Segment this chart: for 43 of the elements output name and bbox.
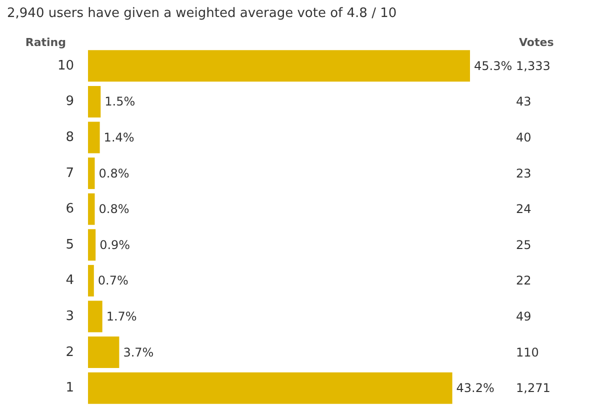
y-tick-label: 9 [66, 94, 74, 110]
bar [88, 158, 95, 190]
bar [88, 300, 102, 332]
data-label: 0.7% [98, 274, 128, 288]
y-tick-label: 2 [66, 344, 74, 360]
data-label: 1.5% [104, 94, 136, 109]
bar [88, 50, 470, 82]
data-label: 0.8% [98, 166, 130, 180]
y-tick-label: 1 [66, 380, 74, 396]
data-label: 0.8% [98, 202, 130, 216]
bar [88, 336, 120, 368]
y-tick-label: 5 [66, 237, 74, 252]
y-tick-label: 10 [57, 58, 74, 74]
text: 43 [516, 94, 532, 109]
text: 110 [516, 345, 539, 360]
y-tick-label: 3 [66, 309, 74, 324]
text: 22 [516, 274, 532, 288]
text: 49 [516, 310, 532, 324]
text: 1,271 [516, 381, 550, 396]
chart-title: 2,940 users have given a weighted average vote of 4.8 / 10 [7, 6, 397, 21]
data-label: 1.7% [106, 310, 137, 324]
bar [88, 264, 94, 296]
y-axis-title: Rating [25, 36, 66, 49]
bar [88, 193, 95, 225]
data-label: 3.7% [123, 345, 154, 360]
y-tick-label: 6 [66, 202, 74, 217]
bar [88, 86, 101, 118]
data-label: 0.9% [100, 238, 130, 252]
y-tick-label: 7 [66, 166, 74, 181]
data-label: 43.2% [456, 381, 494, 396]
bar [88, 372, 452, 404]
y-tick-label: 4 [66, 273, 74, 288]
data-label: 45.3% [474, 58, 512, 73]
text: 23 [516, 166, 532, 180]
text: 24 [516, 202, 532, 216]
text: 25 [516, 238, 532, 252]
text: 40 [516, 130, 532, 144]
y-tick-label: 8 [66, 130, 74, 145]
text: 1,333 [516, 58, 550, 73]
bar [88, 229, 96, 261]
bar [88, 122, 100, 154]
y2-axis-title: Votes [519, 36, 554, 49]
data-label: 1.4% [104, 130, 134, 144]
